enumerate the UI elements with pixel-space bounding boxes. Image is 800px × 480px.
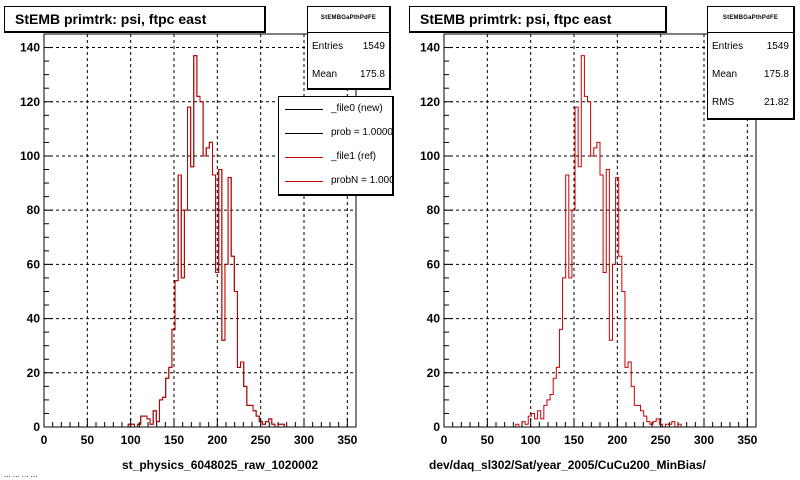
stats-entries-label: Entries — [712, 41, 744, 52]
y-tick-label: 60 — [27, 257, 41, 271]
legend-entry-probn: probN = 1.000000 — [279, 169, 392, 193]
x-tick-label: 350 — [337, 433, 357, 447]
stats-mean-label: Mean — [712, 69, 738, 80]
x-tick-label: 100 — [521, 433, 541, 447]
x-tick-label: 0 — [441, 433, 448, 447]
legend-entry-prob: prob = 1.000000 — [279, 121, 392, 145]
x-tick-label: 150 — [564, 433, 584, 447]
stats-box: StEMBGaPthPdFE Entries 1549 Mean 175.8 — [307, 6, 391, 90]
legend-entry-file0: _file0 (new) — [279, 97, 392, 121]
legend-line-red — [285, 157, 323, 158]
x-tick-label: 150 — [164, 433, 184, 447]
y-tick-label: 120 — [420, 95, 440, 109]
x-tick-label: 250 — [651, 433, 671, 447]
y-tick-label: 0 — [433, 420, 440, 434]
histogram-plot-left: 0 50 100 150 200 250 300 350 0 20 40 60 80 100 120 140 — [20, 33, 358, 447]
y-tick-label: 20 — [427, 366, 441, 380]
stats-mean-row: Mean 175.8 — [308, 61, 389, 89]
stats-name: StEMBGaPthPdFE — [308, 7, 389, 33]
legend-line-black — [285, 133, 323, 134]
y-tick-label: 0 — [33, 420, 40, 434]
histogram-plot-right: 0 50 100 150 200 250 300 350 0 20 40 60 80 100 120 140 — [420, 33, 758, 447]
stats-mean-value: 175.8 — [763, 69, 789, 80]
stats-mean-value: 175.8 — [359, 69, 385, 80]
legend-label: prob = 1.000000 — [331, 127, 393, 138]
x-tick-label: 100 — [121, 433, 141, 447]
y-tick-label: 100 — [20, 149, 40, 163]
histogram-series — [444, 55, 756, 428]
stats-mean-row: Mean 175.8 — [708, 61, 793, 89]
x-tick-label: 50 — [481, 433, 495, 447]
legend-line-black — [285, 109, 323, 110]
footer-timestamp: ... ... ... ... — [4, 470, 38, 479]
x-axis-label: dev/daq_sl302/Sat/year_2005/CuCu200_MinB… — [429, 458, 706, 472]
stats-entries-row: Entries 1549 — [708, 33, 793, 61]
stats-rms-label: RMS — [712, 97, 735, 108]
stats-rms-value: 21.82 — [763, 97, 789, 108]
y-tick-label: 40 — [427, 312, 441, 326]
x-tick-label: 200 — [607, 433, 627, 447]
x-tick-label: 350 — [737, 433, 757, 447]
plot-title: StEMB primtrk: psi, ftpc east — [4, 6, 266, 33]
histogram-pad-right: 0 50 100 150 200 250 300 350 0 20 40 60 80 100 120 140 … — [401, 0, 799, 480]
x-tick-label: 250 — [251, 433, 271, 447]
stats-entries-row: Entries 1549 — [308, 33, 389, 61]
legend-label: _file1 (ref) — [331, 151, 377, 162]
legend-box: _file0 (new) prob = 1.000000 _file1 (ref… — [278, 96, 394, 196]
y-tick-label: 40 — [27, 312, 41, 326]
legend-entry-file1: _file1 (ref) — [279, 145, 392, 169]
y-tick-label: 80 — [427, 203, 441, 217]
x-axis-label: st_physics_6048025_raw_1020002 — [122, 458, 319, 472]
stats-mean-label: Mean — [312, 69, 338, 80]
plot-title: StEMB primtrk: psi, ftpc east — [409, 6, 667, 33]
y-tick-label: 140 — [420, 41, 440, 55]
y-tick-label: 140 — [20, 41, 40, 55]
stats-entries-value: 1549 — [766, 41, 789, 52]
stats-box: StEMBGaPthPdFE Entries 1549 Mean 175.8 R… — [707, 6, 795, 120]
y-tick-label: 80 — [27, 203, 41, 217]
x-tick-label: 300 — [294, 433, 314, 447]
x-tick-label: 200 — [207, 433, 227, 447]
plot-frame — [43, 33, 357, 428]
legend-line-red — [285, 181, 323, 182]
stats-rms-row: RMS 21.82 — [708, 89, 793, 117]
y-tick-label: 60 — [427, 257, 441, 271]
y-tick-label: 100 — [420, 149, 440, 163]
legend-label: _file0 (new) — [331, 103, 383, 114]
x-tick-label: 0 — [41, 433, 48, 447]
histogram-pad-left: 0 50 100 150 200 250 300 350 0 20 40 60 80 100 120 140 … — [0, 0, 398, 480]
x-tick-label: 50 — [81, 433, 95, 447]
stats-entries-value: 1549 — [362, 41, 385, 52]
stats-name: StEMBGaPthPdFE — [708, 7, 793, 33]
stats-entries-label: Entries — [312, 41, 344, 52]
x-tick-label: 300 — [694, 433, 714, 447]
y-tick-label: 120 — [20, 95, 40, 109]
y-tick-label: 20 — [27, 366, 41, 380]
legend-label: probN = 1.000000 — [331, 175, 392, 186]
